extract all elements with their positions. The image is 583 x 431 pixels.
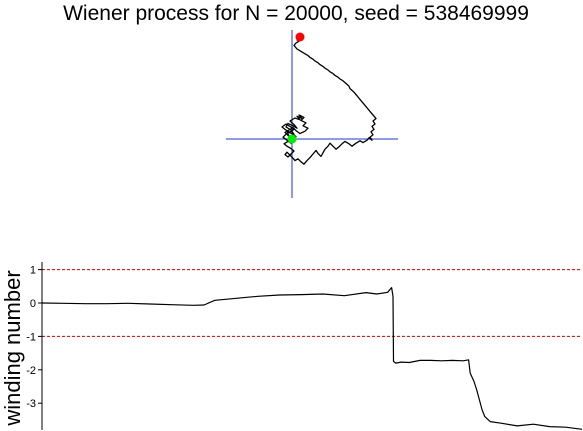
y-axis-label: winding number xyxy=(0,270,25,426)
winding-series-group xyxy=(41,287,583,430)
chart-title: Wiener process for N = 20000, seed = 538… xyxy=(63,2,529,25)
reference-lines xyxy=(42,269,582,337)
end-point-marker xyxy=(295,32,305,42)
wiener-path-panel xyxy=(226,30,398,198)
start-point-marker xyxy=(287,134,297,144)
y-tick-label: -3 xyxy=(26,398,36,410)
y-axis: 1 0 -1 -2 -3 xyxy=(26,262,43,430)
winding-number-panel: 1 0 -1 -2 -3 winding number xyxy=(0,262,583,430)
wiener-path-line xyxy=(281,36,377,165)
y-tick-label: 0 xyxy=(30,298,36,310)
winding-number-line xyxy=(41,287,583,430)
y-tick-label: 1 xyxy=(30,265,36,277)
y-tick-label: -1 xyxy=(26,331,36,343)
y-tick-label: -2 xyxy=(26,365,36,377)
